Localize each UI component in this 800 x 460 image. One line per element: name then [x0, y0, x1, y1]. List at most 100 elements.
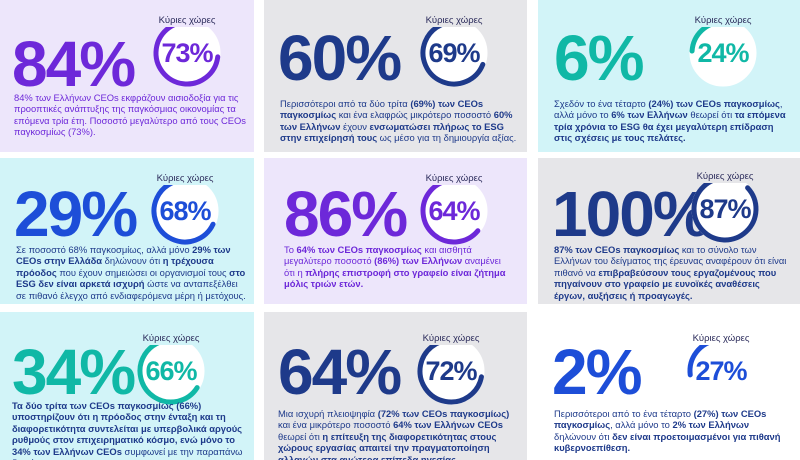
badge-label: Κύριες χώρες — [689, 333, 753, 345]
description-text: ώστε να ανταπεξέλθει σε πιθανό έλεγχο απ… — [16, 278, 246, 301]
stat-card: 29% Κύριες χώρες 68% Σε ποσοστό 68% παγκ… — [0, 158, 254, 304]
badge-label: Κύριες χώρες — [422, 173, 486, 185]
description-text: θεωρεί ότι — [278, 430, 323, 442]
stat-card: 64% Κύριες χώρες 72% Μια ισχυρή πλειοψηφ… — [264, 312, 527, 460]
ring-icon — [691, 175, 759, 243]
badge-label: Κύριες χώρες — [691, 15, 755, 27]
global-ceos-percentage: 87% — [699, 194, 751, 224]
global-ceos-ring: Κύριες χώρες 27% — [686, 333, 756, 406]
ring-progress — [420, 19, 488, 87]
stat-card: 100% Κύριες χώρες 87% 87% των CEOs παγκο… — [538, 158, 800, 304]
ring-progress — [691, 175, 759, 243]
stat-description: Περισσότεροι από το ένα τέταρτο (27%) τω… — [554, 408, 790, 454]
description-highlight: 6% των Ελλήνων — [611, 109, 688, 121]
stat-card: 2% Κύριες χώρες 27% Περισσότεροι από το … — [538, 312, 800, 460]
description-text: θεωρεί ότι — [687, 109, 735, 121]
global-ceos-percentage: 68% — [159, 196, 211, 226]
greek-ceos-percentage: 6% — [554, 22, 644, 94]
description-text: δηλώνουν ότι — [554, 430, 613, 442]
global-ceos-percentage: 72% — [425, 356, 477, 386]
greek-ceos-percentage: 2% — [552, 336, 642, 408]
description-highlight: (27%) των CEOs παγκοσμίως — [554, 408, 767, 431]
stat-description: Σχεδόν το ένα τέταρτο (24%) των CEOs παγ… — [554, 98, 794, 144]
greek-ceos-percentage: 86% — [284, 178, 408, 250]
description-text: δηλώνουν ότι — [102, 255, 163, 267]
description-highlight: (72% των CEOs παγκοσμίως) — [377, 408, 510, 419]
description-highlight: επιβραβεύσουν τους εργαζομένους που πηγα… — [554, 266, 777, 301]
description-highlight: τα επόμενα τρία χρόνια το ESG θα έχει με… — [554, 109, 786, 144]
global-ceos-percentage: 73% — [161, 38, 213, 68]
description-highlight: 87% των CEOs παγκοσμίως — [554, 244, 680, 255]
global-ceos-ring: Κύριες χώρες 66% — [136, 333, 206, 406]
description-highlight: ενσωματώσει πλήρως το ESG στην επιχείρησ… — [280, 120, 504, 144]
greek-ceos-percentage: 34% — [12, 336, 136, 408]
description-highlight: (24%) των CEOs παγκοσμίως — [648, 98, 780, 109]
ring-progress — [420, 177, 488, 245]
description-text: Σχεδόν το ένα τέταρτο — [554, 98, 649, 109]
stat-card: 84% Κύριες χώρες 73% 84% των Ελλήνων CEO… — [0, 0, 254, 152]
stat-card: 6% Κύριες χώρες 24% Σχεδόν το ένα τέταρτ… — [538, 0, 800, 152]
description-text: Σε ποσοστό 68% παγκοσμίως, αλλά μόνο — [16, 244, 193, 255]
greek-ceos-percentage: 64% — [278, 336, 402, 408]
ring-progress — [153, 19, 221, 87]
description-text: και ένα ελαφρώς μικρότερο ποσοστό — [336, 109, 494, 121]
description-highlight: Τα δύο τρίτα των CEOs παγκοσμίως (66%) υ… — [12, 400, 243, 446]
stat-description: Το 64% των CEOs παγκοσμίως και αισθητά μ… — [284, 244, 512, 290]
description-highlight: πλήρης επιστροφή στο γραφείο είναι ζήτημ… — [284, 266, 506, 290]
greek-ceos-percentage: 60% — [278, 22, 402, 94]
description-text: που έχουν σημειώσει οι οργανισμοί τους — [56, 266, 230, 278]
global-ceos-ring: Κύριες χώρες 69% — [419, 15, 489, 88]
global-ceos-percentage: 24% — [697, 38, 749, 68]
stat-card: 60% Κύριες χώρες 69% Περισσότεροι από τα… — [264, 0, 527, 152]
ring-progress — [151, 177, 219, 245]
description-text: Μια ισχυρή πλειοψηφία — [278, 408, 378, 419]
description-highlight: η επίτευξη της διαφορετικότητας στους χώ… — [278, 430, 497, 460]
greek-ceos-percentage: 84% — [12, 28, 136, 100]
description-highlight: 64% των CEOs παγκοσμίως — [296, 244, 422, 255]
badge-label: Κύριες χώρες — [139, 333, 203, 345]
description-text: και αισθητά μεγαλύτερο ποσοστό — [284, 244, 472, 267]
global-ceos-ring: Κύριες χώρες 73% — [152, 15, 222, 88]
global-ceos-ring: Κύριες χώρες 68% — [150, 173, 220, 246]
description-text: , αλλά μόνο το — [554, 98, 783, 121]
description-text: Περισσότεροι από τα δύο τρίτα — [280, 98, 411, 109]
description-highlight: 34% των Ελλήνων CEOs — [12, 445, 122, 457]
global-ceos-percentage: 66% — [145, 356, 197, 386]
stat-description: Μια ισχυρή πλειοψηφία (72% των CEOs παγκ… — [278, 408, 518, 460]
stat-card: 86% Κύριες χώρες 64% Το 64% των CEOs παγ… — [264, 158, 527, 304]
greek-ceos-percentage: 100% — [552, 178, 710, 250]
global-ceos-ring: Κύριες χώρες 87% — [690, 171, 760, 244]
description-highlight: 64% των Ελλήνων CEOs — [393, 419, 503, 431]
badge-label: Κύριες χώρες — [693, 171, 757, 183]
ring-icon — [137, 337, 205, 405]
ring-progress — [137, 337, 205, 405]
global-ceos-percentage: 27% — [695, 356, 747, 386]
global-ceos-ring: Κύριες χώρες 64% — [419, 173, 489, 246]
description-text: 84% των Ελλήνων CEOs εκφράζουν αισιοδοξί… — [14, 92, 246, 138]
description-highlight: δεν είναι προετοιμασμένοι για πιθανή κυβ… — [554, 430, 781, 454]
description-highlight: 60% των Ελλήνων — [280, 109, 513, 132]
stat-description: Περισσότεροι από τα δύο τρίτα (69%) των … — [280, 98, 520, 144]
stat-description: 87% των CEOs παγκοσμίως και το σύνολο τω… — [554, 244, 790, 301]
description-text: , αλλά μόνο το — [610, 419, 673, 431]
stat-card: 34% Κύριες χώρες 66% Τα δύο τρίτα των CE… — [0, 312, 254, 460]
description-text: και ένα μικρότερο ποσοστό — [278, 419, 394, 431]
stat-description: Σε ποσοστό 68% παγκοσμίως, αλλά μόνο 29%… — [16, 244, 250, 301]
global-ceos-ring: Κύριες χώρες 72% — [416, 333, 486, 406]
badge-label: Κύριες χώρες — [153, 173, 217, 185]
description-highlight: 29% των CEOs στην Ελλάδα — [16, 244, 231, 267]
stat-description: 84% των Ελλήνων CEOs εκφράζουν αισιοδοξί… — [14, 92, 246, 138]
stat-description: Τα δύο τρίτα των CEOs παγκοσμίως (66%) υ… — [12, 400, 248, 460]
badge-label: Κύριες χώρες — [155, 15, 219, 27]
description-text: Το — [284, 244, 297, 255]
description-highlight: 2% των Ελλήνων — [672, 419, 750, 431]
greek-ceos-percentage: 29% — [14, 178, 138, 250]
description-text: αναμένει ότι η — [284, 255, 501, 278]
badge-label: Κύριες χώρες — [419, 333, 483, 345]
global-ceos-percentage: 64% — [428, 196, 480, 226]
global-ceos-ring: Κύριες χώρες 24% — [688, 15, 758, 88]
badge-label: Κύριες χώρες — [422, 15, 486, 27]
ring-progress — [417, 337, 485, 405]
description-text: συμφωνεί με την παραπάνω διαπίστωση. — [12, 445, 243, 460]
